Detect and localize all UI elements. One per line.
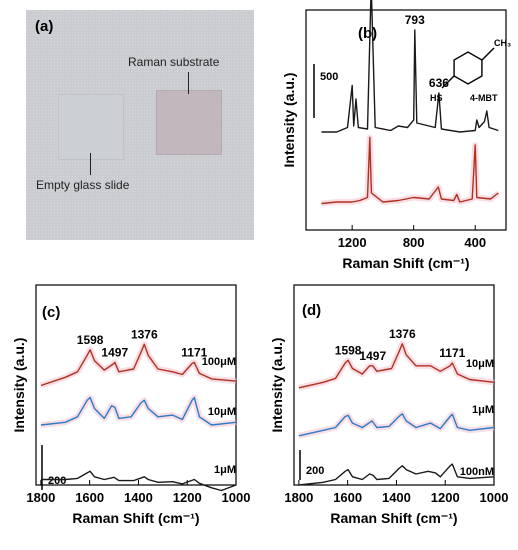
- panel-a-label: (a): [35, 18, 54, 35]
- panel-label: (c): [42, 304, 60, 321]
- substrate-pointer-line: [188, 72, 189, 94]
- series-line: [40, 343, 237, 387]
- chart-d: 1800 1600 1400 1200 1000 Raman Shift (cm⁻¹) In…: [269, 284, 509, 526]
- methyl-bond: [481, 47, 495, 61]
- peak-annotation: 1376: [389, 327, 416, 341]
- x-tick-label: 1200: [173, 490, 202, 505]
- scale-bar-label: 200: [306, 465, 324, 477]
- series-line: [298, 463, 495, 486]
- series-name: 10μM: [208, 406, 236, 418]
- chart-c: 1800 1600 1400 1200 1000 Raman Shift (cm⁻¹) In…: [11, 284, 251, 526]
- x-tick-label: 1000: [480, 490, 509, 505]
- molecule-label: HS: [430, 93, 443, 103]
- x-tick-label: 1200: [431, 490, 460, 505]
- glass-caption: Empty glass slide: [36, 178, 130, 192]
- empty-glass-slide: [58, 94, 124, 160]
- series-line: [321, 0, 499, 133]
- peak-annotation: 1171: [439, 346, 465, 360]
- x-tick-label: 1800: [284, 490, 313, 505]
- series-name: 100nM: [460, 466, 494, 478]
- chart-b: 1200 800 400 Raman Shift (cm⁻¹) Intensity (a…: [281, 0, 511, 271]
- x-tick-label: 400: [464, 235, 486, 250]
- benzene-ring-icon: [453, 51, 483, 85]
- y-axis-label: Intensity (a.u.): [11, 338, 27, 433]
- plot-frame: [305, 9, 507, 231]
- series-glow: [40, 394, 237, 428]
- x-tick-label: 800: [403, 235, 425, 250]
- x-tick-label: 1600: [75, 490, 104, 505]
- substrate-caption: Raman substrate: [128, 55, 220, 69]
- x-tick-label: 1600: [333, 490, 362, 505]
- series-line: [321, 136, 499, 205]
- peak-annotation: 1497: [101, 345, 128, 359]
- x-tick-label: 1200: [338, 235, 367, 250]
- series-name: 1μM: [214, 464, 236, 476]
- raman-substrate: [156, 90, 222, 155]
- series-line: [40, 396, 237, 426]
- series-name: 1μM: [472, 404, 494, 416]
- x-tick-label: 1800: [26, 490, 55, 505]
- x-axis-label: Raman Shift (cm⁻¹): [72, 510, 199, 526]
- x-axis-label: Raman Shift (cm⁻¹): [330, 510, 457, 526]
- x-axis-label: Raman Shift (cm⁻¹): [342, 255, 469, 271]
- peak-annotation: 1598: [335, 343, 362, 357]
- molecule-label: CH₃: [494, 38, 511, 48]
- scale-bar-label: 500: [320, 71, 338, 83]
- plot-frame: [293, 284, 495, 486]
- panel-label: (b): [358, 25, 377, 42]
- series-glow: [298, 410, 495, 439]
- series-line: [298, 343, 495, 389]
- thiol-bond: [441, 75, 455, 89]
- y-axis-label: Intensity (a.u.): [269, 338, 285, 433]
- peak-annotation: 1497: [359, 349, 386, 363]
- plot-frame: [35, 284, 237, 486]
- series-line: [40, 470, 237, 492]
- scale-bar-label: 200: [48, 475, 66, 487]
- series-name: 10μM: [466, 358, 494, 370]
- series-line: [298, 413, 495, 437]
- panel-label: (d): [302, 302, 321, 319]
- x-tick-label: 1400: [382, 490, 411, 505]
- molecule-label: 4-MBT: [470, 93, 498, 103]
- x-tick-label: 1400: [124, 490, 153, 505]
- peak-annotation: 1598: [77, 333, 104, 347]
- glass-pointer-line: [90, 153, 91, 175]
- y-axis-label: Intensity (a.u.): [281, 73, 297, 168]
- peak-annotation: 1171: [181, 345, 207, 359]
- peak-annotation: 1376: [131, 327, 158, 341]
- peak-annotation: 793: [405, 13, 425, 27]
- photo-panel-a: (a) Empty glass slide Raman substrate: [26, 10, 254, 240]
- series-name: 100μM: [202, 356, 236, 368]
- x-tick-label: 1000: [222, 490, 251, 505]
- series-glow: [321, 134, 501, 207]
